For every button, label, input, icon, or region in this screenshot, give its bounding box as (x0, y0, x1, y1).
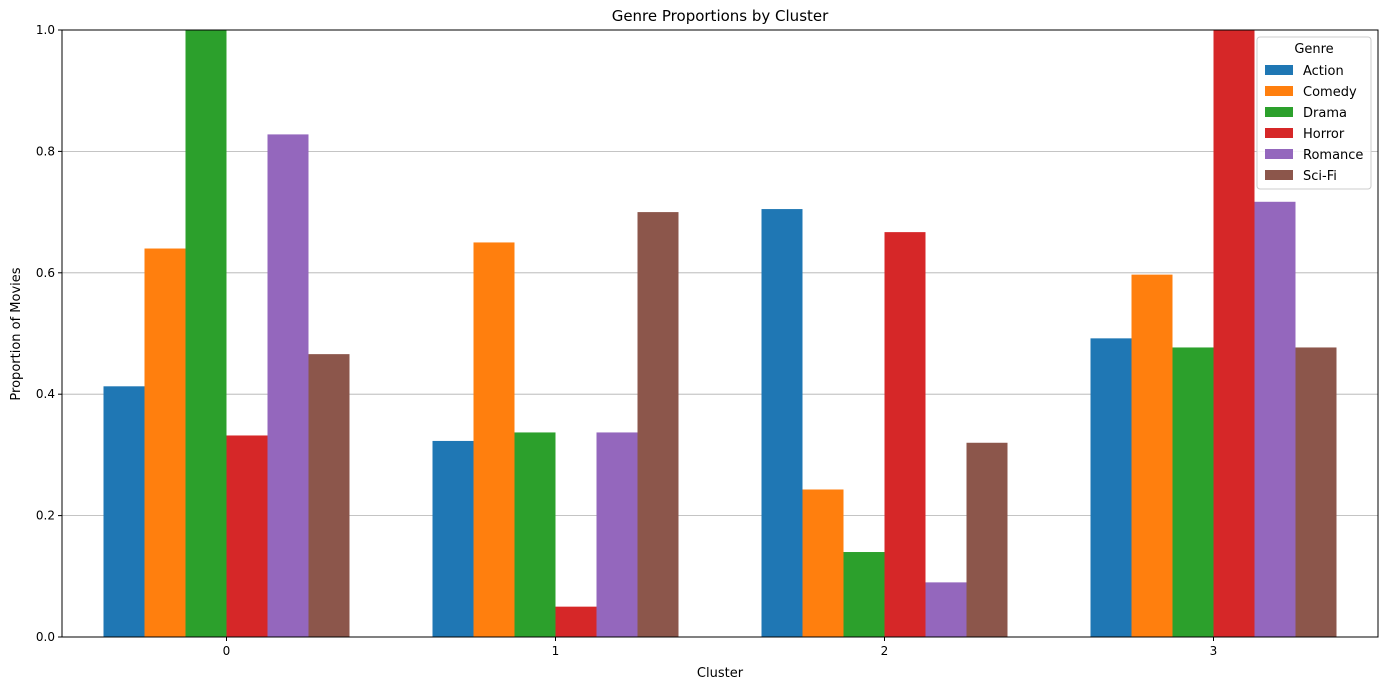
legend: Genre Action Comedy Drama Horror Romance Sci-… (1256, 36, 1372, 190)
legend-label: Action (1303, 64, 1344, 79)
legend-label: Drama (1303, 106, 1347, 121)
bar-sci-fi-cluster-1 (637, 212, 679, 637)
x-tick-label: 2 (881, 644, 889, 658)
bar-action-cluster-1 (432, 440, 474, 637)
bar-horror-cluster-2 (884, 232, 926, 638)
bar-drama-cluster-1 (514, 432, 556, 637)
ticks: 0.0 0.2 0.4 0.6 0.8 1.0 0 1 2 3 (36, 23, 1217, 658)
legend-title: Genre (1294, 42, 1333, 57)
bar-horror-cluster-1 (555, 606, 597, 637)
bar-drama-cluster-2 (843, 552, 885, 637)
bar-action-cluster-2 (761, 209, 803, 637)
bar-romance-cluster-3 (1254, 201, 1296, 637)
bar-horror-cluster-3 (1213, 30, 1255, 637)
legend-label: Sci-Fi (1303, 169, 1337, 184)
legend-label: Horror (1303, 127, 1345, 142)
x-tick-label: 1 (552, 644, 560, 658)
bar-romance-cluster-0 (267, 134, 309, 638)
legend-label: Comedy (1303, 85, 1357, 100)
legend-swatch-action (1265, 65, 1293, 75)
bar-sci-fi-cluster-3 (1295, 347, 1337, 637)
bar-comedy-cluster-0 (144, 248, 186, 637)
bar-drama-cluster-0 (185, 30, 227, 637)
y-tick-label: 0.0 (36, 630, 55, 644)
bar-comedy-cluster-2 (802, 489, 844, 637)
bar-action-cluster-0 (103, 386, 145, 637)
plot-frame (61, 29, 1379, 638)
y-tick-label: 1.0 (36, 23, 55, 37)
x-axis-label: Cluster (697, 666, 744, 681)
legend-label: Romance (1303, 148, 1363, 163)
y-tick-label: 0.4 (36, 387, 55, 401)
legend-swatch-romance (1265, 149, 1293, 159)
bar-horror-cluster-0 (226, 435, 268, 637)
bar-sci-fi-cluster-0 (308, 354, 350, 637)
bar-comedy-cluster-3 (1131, 274, 1173, 637)
bars (103, 30, 1337, 638)
legend-swatch-sci-fi (1265, 170, 1293, 180)
bar-comedy-cluster-1 (473, 242, 515, 637)
x-tick-label: 0 (223, 644, 231, 658)
bar-sci-fi-cluster-2 (966, 442, 1008, 637)
y-tick-label: 0.2 (36, 509, 55, 523)
bar-romance-cluster-2 (925, 582, 967, 637)
bar-drama-cluster-3 (1172, 347, 1214, 637)
y-axis-label: Proportion of Movies (9, 267, 24, 400)
legend-swatch-drama (1265, 107, 1293, 117)
y-tick-label: 0.8 (36, 144, 55, 158)
chart-title: Genre Proportions by Cluster (612, 7, 829, 25)
bar-romance-cluster-1 (596, 432, 638, 637)
legend-swatch-comedy (1265, 86, 1293, 96)
legend-swatch-horror (1265, 128, 1293, 138)
x-tick-label: 3 (1210, 644, 1218, 658)
y-tick-label: 0.6 (36, 266, 55, 280)
bar-action-cluster-3 (1090, 338, 1132, 637)
